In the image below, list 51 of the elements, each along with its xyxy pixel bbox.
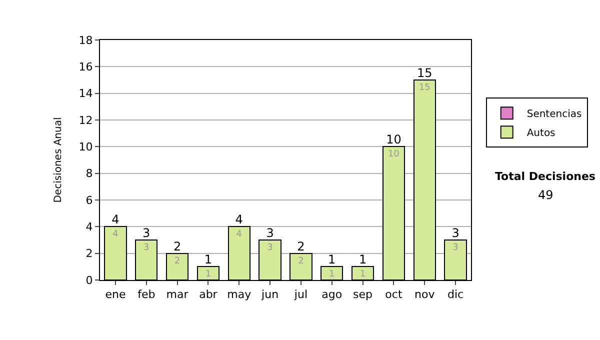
x-tick-label: jul: [293, 288, 308, 302]
data-label: 1: [360, 270, 366, 280]
x-tick-label: feb: [138, 288, 156, 302]
legend-label: Sentencias: [526, 109, 582, 120]
y-tick-label: 0: [86, 274, 93, 287]
x-tick-label: mar: [166, 288, 189, 302]
data-label: 3: [452, 243, 458, 253]
data-label: 1: [205, 270, 212, 280]
y-tick-label: 18: [78, 34, 93, 47]
total-label: 4: [235, 212, 243, 227]
total-label: 1: [328, 252, 336, 267]
text: Total Decisiones: [495, 170, 596, 183]
y-tick-label: 10: [78, 140, 93, 154]
x-tick-label: ene: [105, 288, 126, 302]
y-tick-label: 4: [86, 220, 93, 234]
x-tick-label: ago: [322, 288, 342, 302]
x-tick-label: jun: [260, 288, 279, 302]
y-tick-label: 6: [86, 194, 93, 207]
y-tick-label: 14: [78, 87, 93, 100]
data-label: 4: [236, 230, 242, 240]
x-tick-label: oct: [385, 288, 403, 302]
total-label: 3: [266, 226, 274, 240]
data-label: 15: [418, 83, 430, 93]
total-label: 10: [386, 132, 402, 147]
total-label: 4: [112, 212, 120, 227]
data-label: 2: [174, 256, 180, 266]
total-label: 2: [173, 239, 182, 254]
y-tick-label: 8: [86, 167, 93, 180]
data-label: 1: [329, 270, 335, 280]
x-tick-label: abr: [199, 288, 218, 302]
y-axis-title: Decisiones Anual: [52, 117, 64, 203]
legend-label: Autos: [526, 128, 556, 139]
total-label: 15: [416, 66, 432, 80]
total-label: 3: [142, 226, 150, 240]
x-tick-label: may: [227, 288, 252, 302]
data-label: 3: [267, 243, 273, 253]
x-tick-label: sep: [353, 288, 373, 302]
data-label: 4: [112, 230, 118, 240]
x-tick-label: nov: [414, 288, 436, 302]
y-tick-label: 16: [78, 60, 93, 74]
x-tick-label: dic: [447, 288, 464, 302]
total-label: 3: [452, 226, 460, 240]
data-label: 10: [388, 150, 400, 160]
text: 49: [538, 188, 554, 202]
data-label: 3: [144, 243, 150, 253]
y-tick-label: 2: [86, 247, 93, 260]
total-label: 1: [358, 252, 367, 267]
total-label: 1: [204, 252, 212, 267]
data-label: 2: [298, 256, 304, 266]
total-label: 2: [297, 239, 305, 254]
y-tick-label: 12: [78, 114, 93, 127]
